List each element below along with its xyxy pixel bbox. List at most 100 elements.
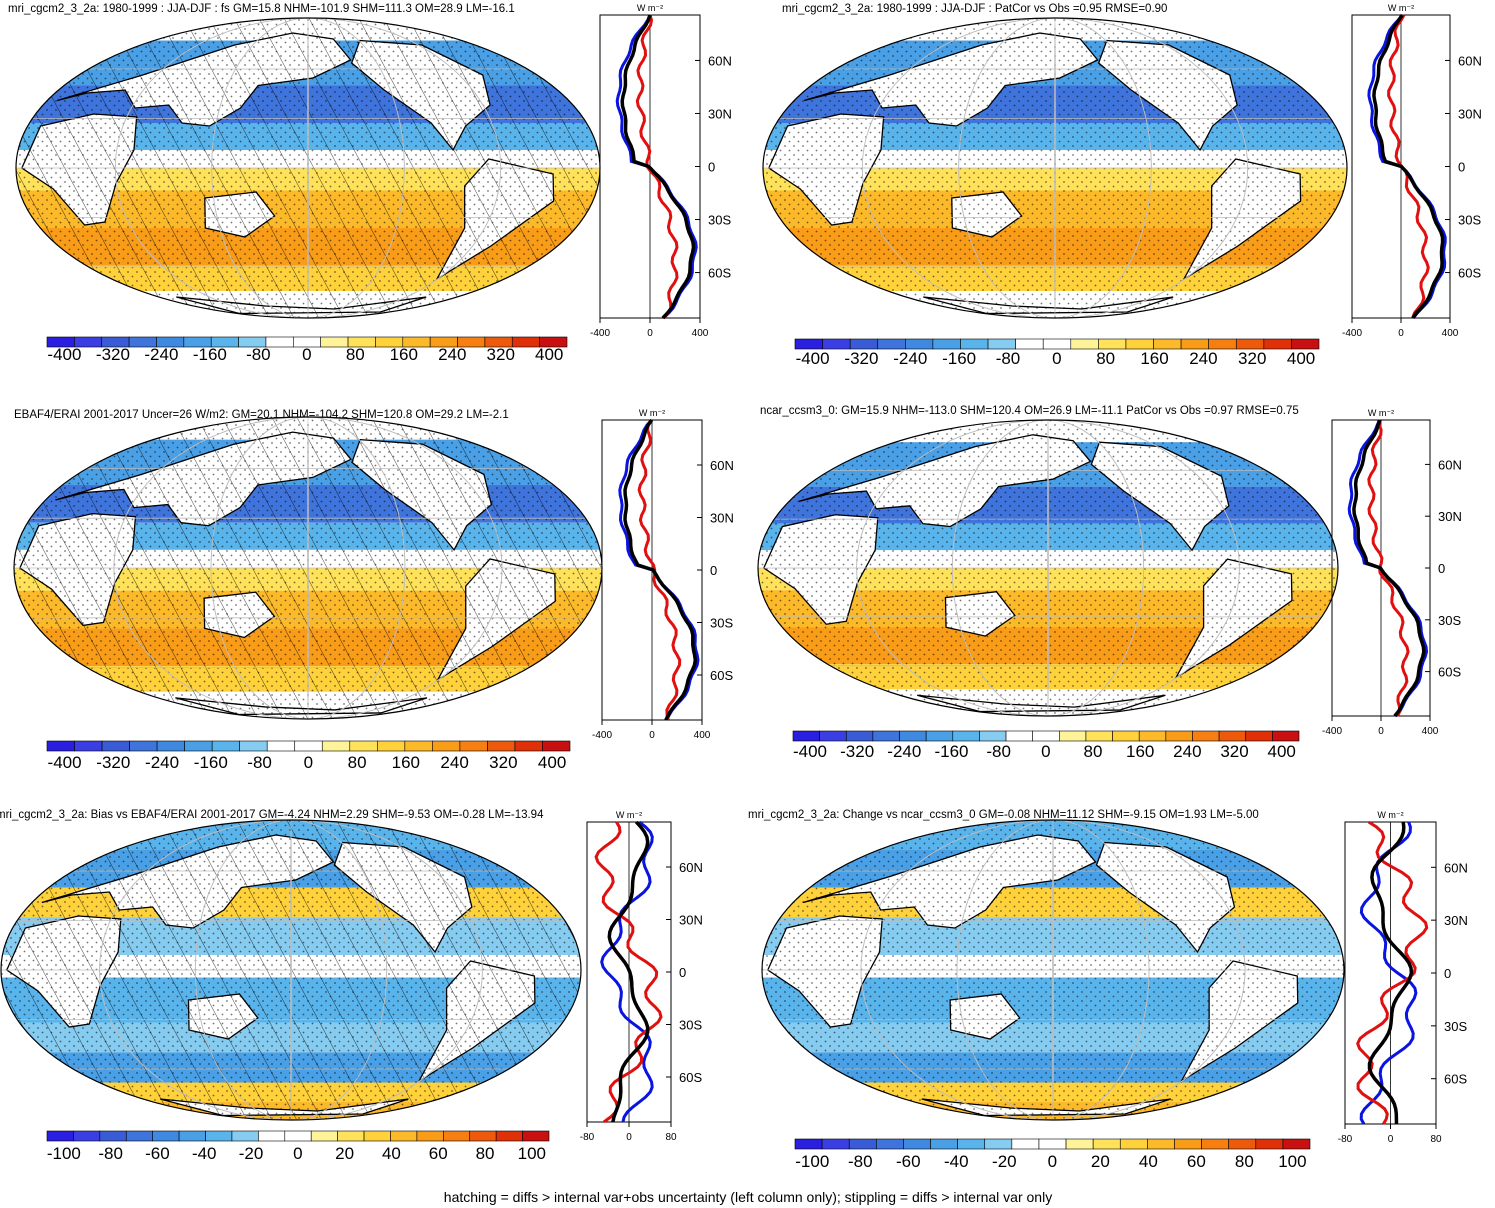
profile-lat-label: 30N [1444, 913, 1468, 928]
colorbar-bin [1011, 1138, 1040, 1150]
colorbar-bin [337, 1130, 365, 1142]
colorbar-bin [539, 336, 568, 348]
graticule-lon [958, 18, 1152, 318]
colorbar-bin [205, 1130, 233, 1142]
colorbar-bin [877, 338, 906, 350]
map-panel-6 [761, 819, 1345, 1121]
colorbar-bin [876, 1138, 904, 1150]
colorbar-1: -400 -320 -240 -160 -80 0 80 160 240 320 400 [46, 336, 568, 364]
map-border [0, 819, 582, 1121]
colorbar-bin [184, 740, 213, 752]
profile-lat-label: 30S [1438, 613, 1461, 628]
profile-units: W m⁻² [637, 3, 663, 13]
colorbar-label: -80 [247, 753, 272, 772]
colorbar-label: 400 [1268, 742, 1296, 761]
graticule-lon [1047, 420, 1049, 716]
map-field [1, 820, 581, 1120]
colorbar-label: 240 [438, 345, 466, 364]
colorbar-label: 0 [293, 1144, 302, 1163]
colorbar-label: 0 [304, 753, 313, 772]
profile-lat-label: 60S [1458, 266, 1481, 281]
colorbar-bin [363, 1130, 391, 1142]
colorbar-bin [522, 1130, 550, 1142]
graticule-lon [1054, 18, 1056, 318]
profile-units: W m⁻² [639, 408, 665, 418]
profile-lat-label: 60N [1458, 53, 1482, 68]
footer-note: hatching = diffs > internal var+obs unce… [444, 1189, 1052, 1205]
colorbar-label: 60 [429, 1144, 448, 1163]
zonal-profile-5: W m⁻² -80 0 80 60N 30N 0 30S 60S [580, 810, 703, 1143]
graticule-lon [99, 820, 483, 1120]
colorbar-label: 0 [1052, 349, 1061, 368]
colorbar-bin [1291, 338, 1320, 350]
colorbar-bin [284, 1130, 312, 1142]
colorbar-bin [390, 1130, 418, 1142]
colorbar-bin [819, 730, 847, 742]
profile-xtick-label: 0 [1378, 726, 1384, 737]
profile-lat-label: 30N [710, 511, 734, 526]
profile-xtick-label: -400 [1342, 328, 1362, 339]
profile-xtick-label: 400 [1442, 328, 1459, 339]
colorbar-label: 400 [535, 345, 563, 364]
colorbar-bin [845, 730, 874, 742]
panel-3-title: EBAF4/ERAI 2001-2017 Uncer=26 W/m2: GM=2… [14, 409, 509, 421]
map-border [761, 819, 1345, 1121]
colorbar-bin [1138, 730, 1167, 742]
colorbar-bin [792, 730, 820, 742]
colorbar-bin [349, 740, 378, 752]
colorbar-bin [211, 740, 240, 752]
colorbar-bin [156, 740, 185, 752]
colorbar-bin [932, 338, 961, 350]
profile-xtick-label: 0 [647, 328, 653, 339]
map-field [14, 417, 602, 719]
profile-xtick-label: 0 [626, 1132, 632, 1143]
colorbar-bin [443, 1130, 471, 1142]
colorbar-bin [377, 740, 406, 752]
profile-lat-label: 0 [1444, 966, 1451, 981]
colorbar-bin [849, 338, 879, 350]
colorbar-label: -40 [192, 1144, 217, 1163]
profile-lat-label: 30N [1458, 106, 1482, 121]
colorbar-label: -60 [896, 1152, 921, 1171]
profile-xtick-label: 0 [1388, 1134, 1394, 1145]
profile-curve-b [1356, 820, 1429, 1125]
colorbar-label: 160 [1126, 742, 1154, 761]
colorbar-label: 160 [390, 345, 418, 364]
colorbar-bin [987, 338, 1016, 350]
colorbar-bin [125, 1130, 153, 1142]
colorbar-label: -80 [986, 742, 1011, 761]
colorbar-label: 80 [346, 345, 365, 364]
colorbar-label: 40 [382, 1144, 401, 1163]
colorbar-label: 0 [1048, 1152, 1057, 1171]
colorbar-bin [1070, 338, 1099, 350]
profile-curve-a [600, 820, 654, 1123]
profile-lat-label: 30S [1444, 1019, 1467, 1034]
colorbar-label: 80 [1084, 742, 1103, 761]
profile-curve-model [620, 14, 696, 320]
colorbar-bin [1005, 730, 1033, 742]
profile-units: W m⁻² [1368, 408, 1394, 418]
profile-lat-label: 0 [1458, 160, 1465, 175]
map-field [16, 18, 600, 318]
colorbar-4: -400 -320 -240 -160 -80 0 80 160 240 320 400 [792, 730, 1300, 761]
profile-lat-label: 0 [1438, 561, 1445, 576]
colorbar-bin [1245, 730, 1273, 742]
profile-curve-model [623, 418, 698, 721]
colorbar-label: -20 [992, 1152, 1017, 1171]
panel-6-title: mri_cgcm2_3_2a: Change vs ncar_ccsm3_0 G… [748, 809, 1259, 821]
colorbar-label: -100 [795, 1152, 829, 1171]
colorbar-bin [129, 740, 158, 752]
colorbar-label: -240 [887, 742, 921, 761]
profile-curve-b [1387, 14, 1430, 319]
profile-units: W m⁻² [1388, 3, 1414, 13]
colorbar-bin [930, 1138, 958, 1150]
profile-xtick-label: -80 [1338, 1134, 1353, 1145]
colorbar-label: -240 [145, 753, 179, 772]
colorbar-bin [46, 740, 75, 752]
colorbar-label: 160 [392, 753, 420, 772]
colorbar-bin [495, 1130, 523, 1142]
colorbar-label: -400 [793, 742, 827, 761]
zonal-profile-2: W m⁻² -400 0 400 60N 30N 0 30S 60S [1342, 3, 1482, 339]
profile-units: W m⁻² [616, 810, 642, 820]
colorbar-5: -100 -80 -60 -40 -20 0 20 40 60 80 100 [46, 1130, 550, 1163]
